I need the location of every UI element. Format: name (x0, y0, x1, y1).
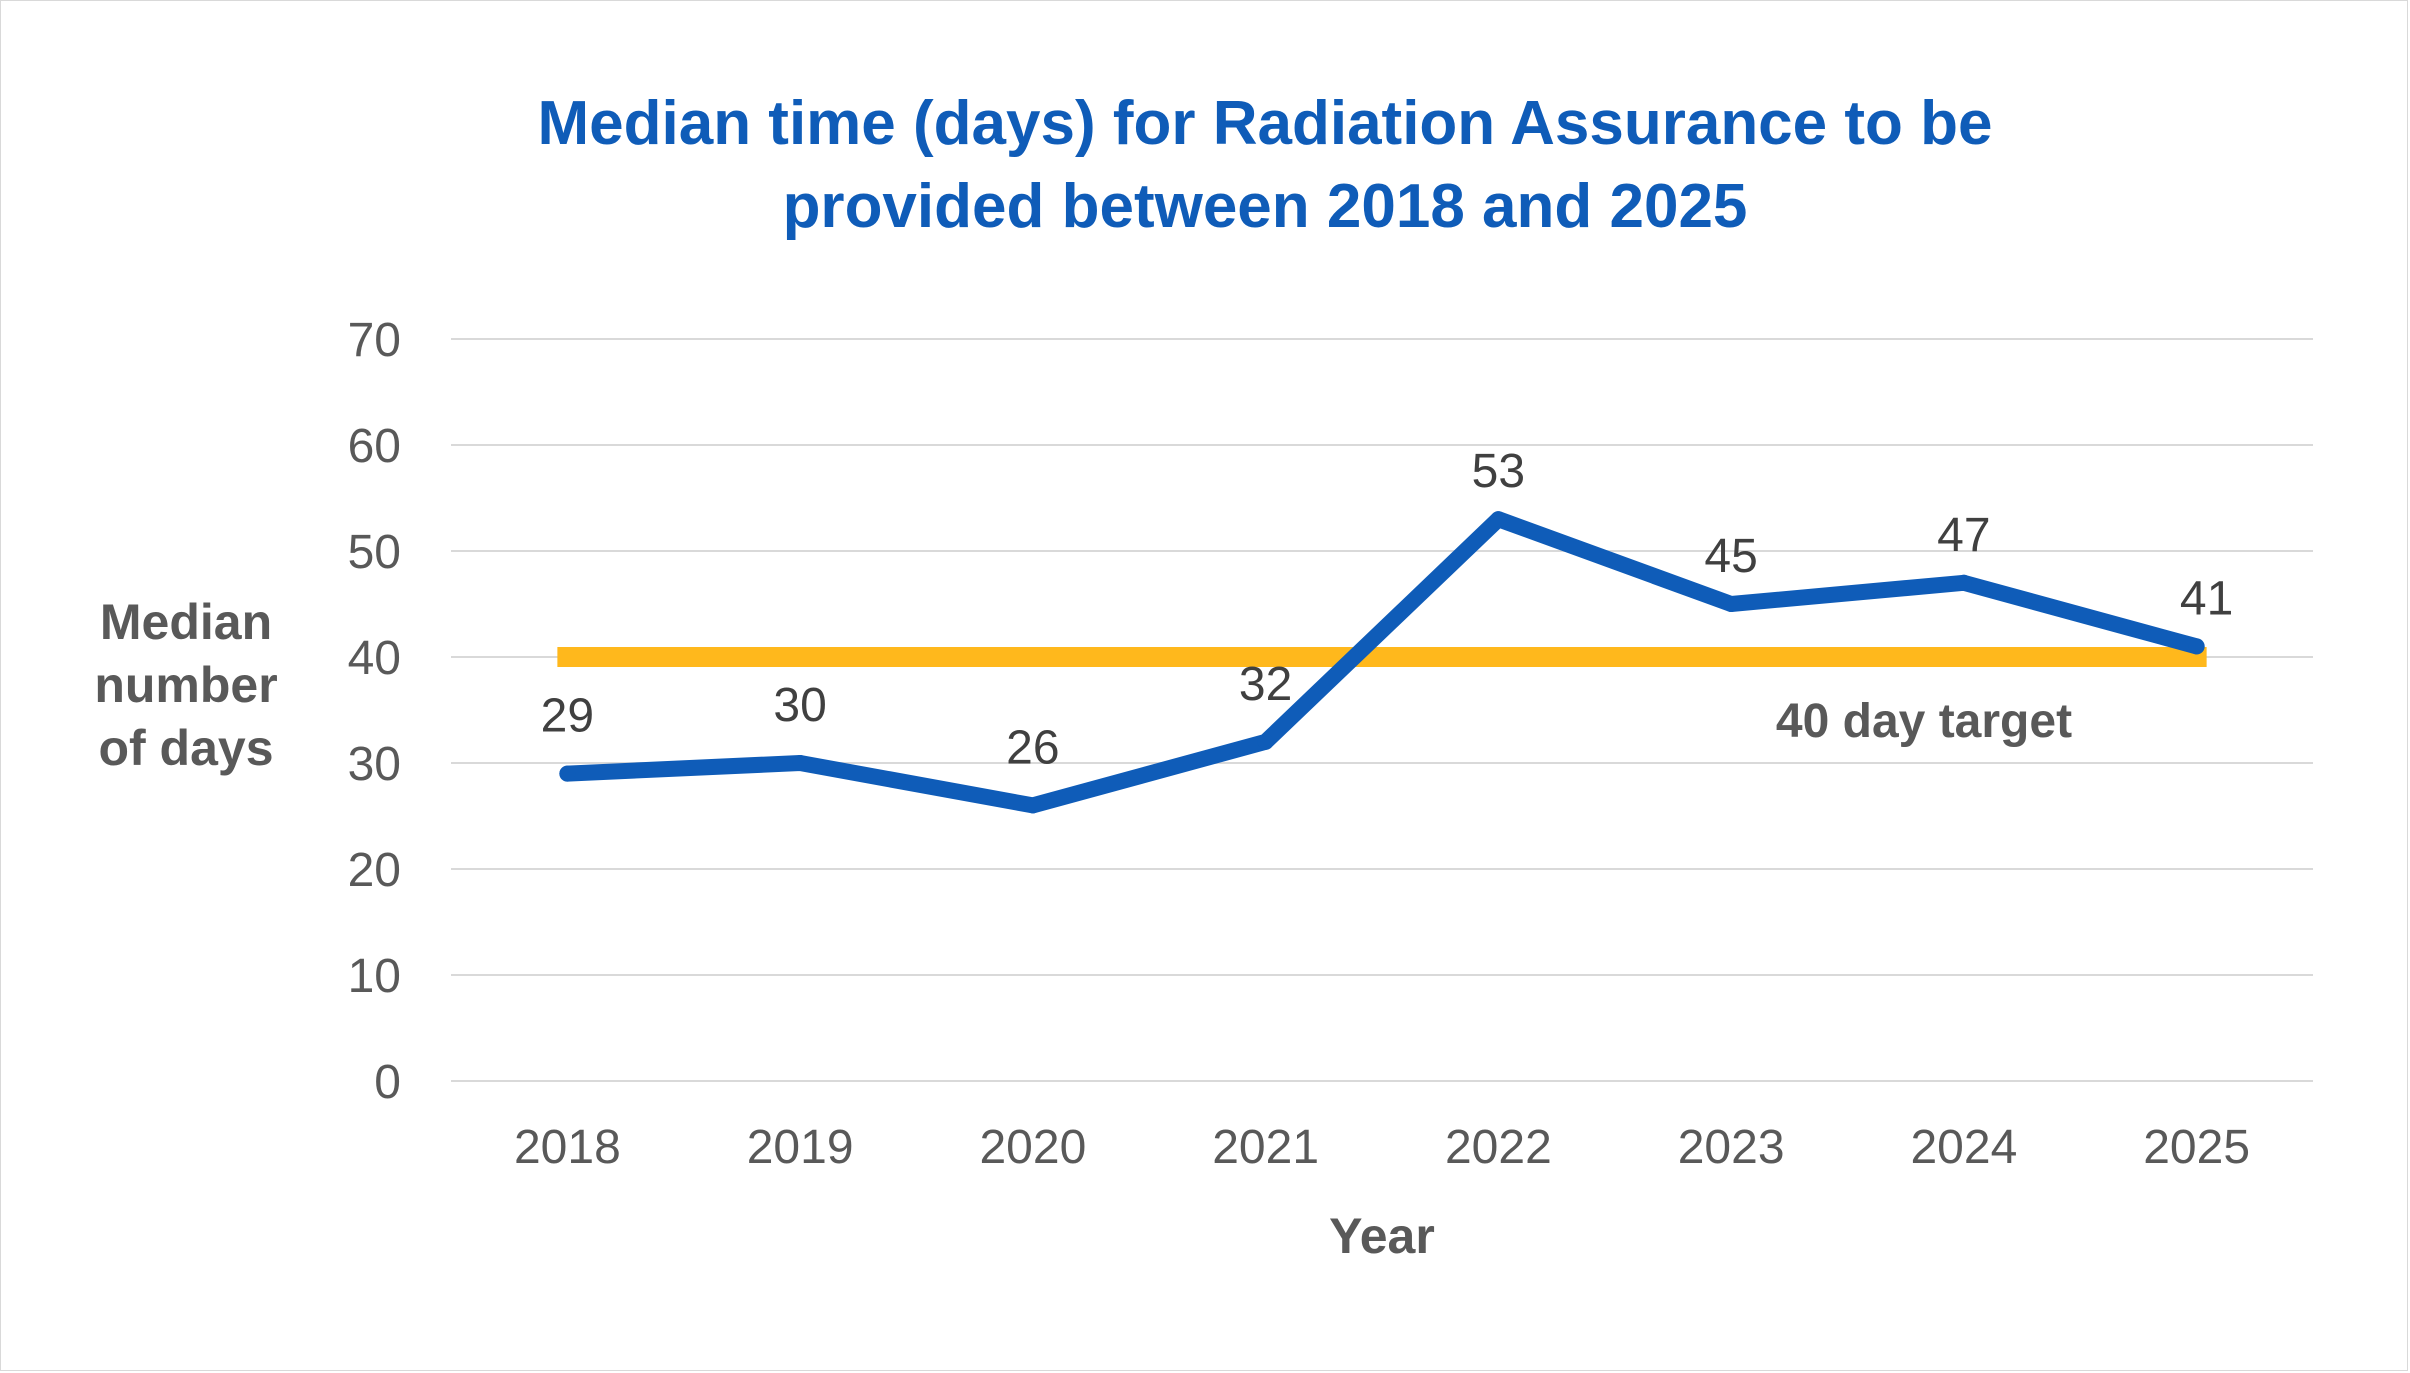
y-tick-label-50: 50 (348, 526, 401, 579)
series-lines (557, 511, 2207, 814)
x-tick-label-2018: 2018 (514, 1121, 621, 1174)
x-tick-label-2019: 2019 (747, 1121, 854, 1174)
data-point-2020 (1024, 797, 1041, 814)
median-days-line (559, 511, 2205, 814)
y-axis-title-line-1: Median (100, 594, 272, 650)
y-tick-label-40: 40 (348, 632, 401, 685)
data-label-2018: 29 (541, 690, 594, 743)
y-tick-label-60: 60 (348, 420, 401, 473)
y-tick-label-0: 0 (374, 1056, 401, 1109)
x-tick-label-2023: 2023 (1678, 1121, 1785, 1174)
y-axis-title-line-3: of days (98, 720, 273, 776)
data-point-2025 (2188, 638, 2205, 655)
y-tick-label-30: 30 (348, 738, 401, 791)
y-tick-label-10: 10 (348, 950, 401, 1003)
x-axis-title: Year (1329, 1208, 1435, 1264)
data-point-2024 (1955, 574, 1972, 591)
chart-title-line-2: provided between 2018 and 2025 (783, 172, 1748, 241)
data-label-2022: 53 (1472, 445, 1525, 498)
y-axis-ticks: 0 10 20 30 40 50 60 70 (348, 314, 401, 1109)
data-point-2021 (1257, 733, 1274, 750)
data-label-2020: 26 (1006, 721, 1059, 774)
x-tick-label-2020: 2020 (979, 1121, 1086, 1174)
data-labels: 29 30 26 32 53 45 47 41 (541, 445, 2234, 774)
x-tick-label-2021: 2021 (1212, 1121, 1319, 1174)
y-axis-title: Median number of days (94, 594, 277, 776)
x-tick-label-2024: 2024 (1910, 1121, 2017, 1174)
target-annotation: 40 day target (1776, 695, 2072, 748)
y-axis-title-line-2: number (94, 657, 277, 713)
chart-title-line-1: Median time (days) for Radiation Assuran… (538, 89, 1993, 158)
x-tick-label-2025: 2025 (2143, 1121, 2250, 1174)
data-point-2019 (792, 755, 809, 771)
data-point-2022 (1490, 511, 1507, 528)
y-tick-label-70: 70 (348, 314, 401, 367)
x-axis-ticks: 2018 2019 2020 2021 2022 2023 2024 2025 (514, 1121, 2250, 1174)
data-point-2018 (559, 765, 576, 782)
x-tick-label-2022: 2022 (1445, 1121, 1552, 1174)
data-label-2025: 41 (2180, 572, 2233, 625)
data-label-2024: 47 (1937, 509, 1990, 562)
data-label-2021: 32 (1239, 658, 1292, 711)
data-label-2023: 45 (1704, 530, 1757, 583)
data-label-2019: 30 (773, 679, 826, 732)
data-point-2023 (1723, 596, 1740, 612)
y-tick-label-20: 20 (348, 844, 401, 897)
